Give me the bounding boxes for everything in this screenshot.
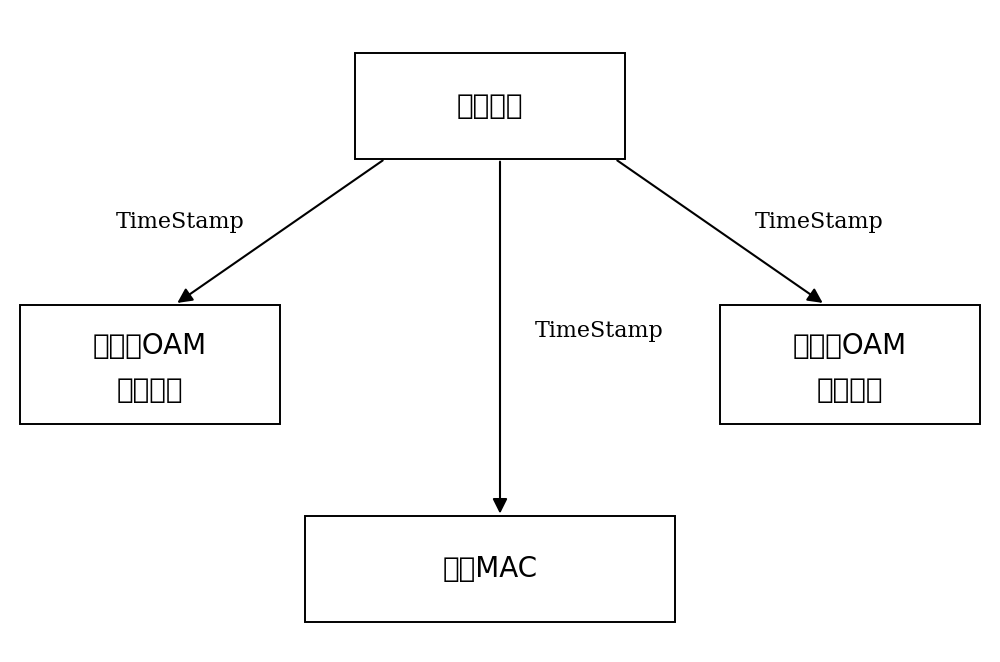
Bar	[305, 516, 675, 622]
Text: 出方向OAM: 出方向OAM	[793, 332, 907, 360]
Text: 入方向OAM: 入方向OAM	[93, 332, 207, 360]
Bar	[355, 53, 625, 159]
Bar	[20, 305, 280, 424]
Text: 处理模块: 处理模块	[817, 376, 883, 404]
Bar	[720, 305, 980, 424]
Text: 所有MAC: 所有MAC	[442, 555, 538, 583]
Text: TimeStamp: TimeStamp	[755, 211, 884, 233]
Text: 时钟模块: 时钟模块	[457, 92, 523, 120]
Text: TimeStamp: TimeStamp	[535, 320, 664, 342]
Text: TimeStamp: TimeStamp	[116, 211, 245, 233]
Text: 处理模块: 处理模块	[117, 376, 183, 404]
